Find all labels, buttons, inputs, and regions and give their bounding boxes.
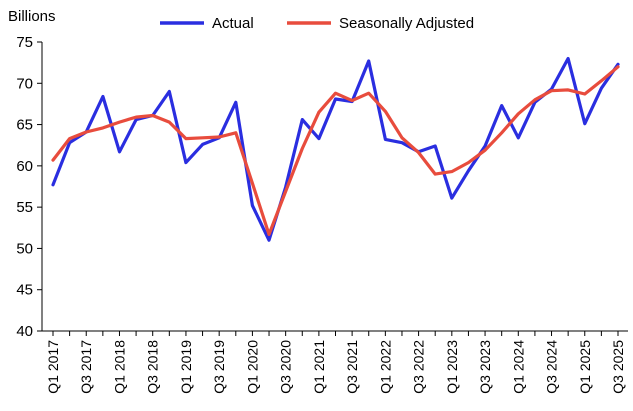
x-tick-label: Q1 2023 xyxy=(444,340,460,394)
y-tick-label: 40 xyxy=(16,323,33,340)
x-tick-label: Q3 2018 xyxy=(145,340,161,394)
y-axis-ticks: 40 45 50 55 60 65 70 75 xyxy=(16,34,42,340)
y-tick-label: 75 xyxy=(16,34,33,51)
x-tick-label: Q3 2022 xyxy=(411,340,427,394)
x-tick-label: Q3 2023 xyxy=(477,340,493,394)
axes xyxy=(41,42,628,332)
x-tick-label: Q1 2025 xyxy=(577,340,593,394)
x-tick-label: Q1 2018 xyxy=(111,340,127,394)
x-tick-label: Q1 2020 xyxy=(244,340,260,394)
x-tick-label: Q1 2024 xyxy=(510,340,526,394)
x-tick-label: Q3 2017 xyxy=(78,340,94,394)
y-tick-label: 55 xyxy=(16,199,33,216)
y-tick-label: 45 xyxy=(16,282,33,299)
x-tick-label: Q1 2017 xyxy=(45,340,61,394)
y-axis-label: Billions xyxy=(8,8,56,25)
x-tick-label: Q1 2022 xyxy=(377,340,393,394)
x-tick-label: Q3 2021 xyxy=(344,340,360,394)
x-tick-label: Q1 2019 xyxy=(178,340,194,394)
x-tick-label: Q3 2025 xyxy=(610,340,626,394)
series-layer xyxy=(51,56,620,242)
x-tick-label: Q1 2021 xyxy=(311,340,327,394)
y-tick-label: 60 xyxy=(16,158,33,175)
y-tick-label: 65 xyxy=(16,117,33,134)
x-axis-ticks: Q1 2017 Q3 2017 Q1 2018 Q3 2018 Q1 2019 Q3 20… xyxy=(45,331,626,394)
series-line-actual xyxy=(51,56,620,242)
legend-label-actual: Actual xyxy=(212,15,254,32)
x-tick-label: Q3 2024 xyxy=(544,340,560,394)
y-tick-label: 50 xyxy=(16,240,33,257)
series-line-seasonally-adjusted xyxy=(51,65,620,236)
x-tick-label: Q3 2019 xyxy=(211,340,227,394)
x-tick-label: Q3 2020 xyxy=(278,340,294,394)
y-tick-label: 70 xyxy=(16,75,33,92)
legend-label-seasonally-adjusted: Seasonally Adjusted xyxy=(339,15,474,32)
legend: Actual Seasonally Adjusted xyxy=(160,15,474,32)
